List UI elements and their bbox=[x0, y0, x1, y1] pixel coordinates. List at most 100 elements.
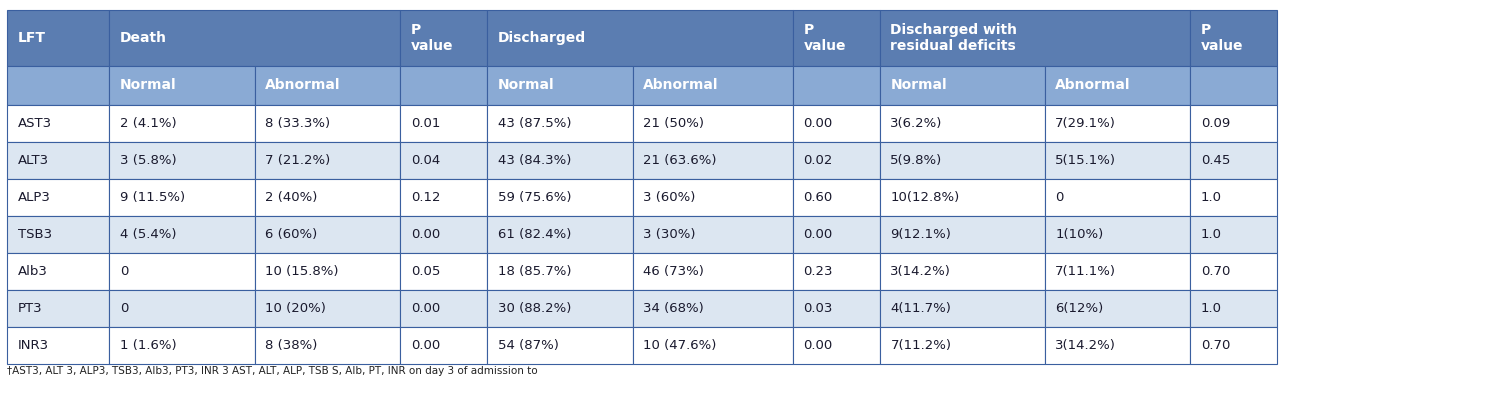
Bar bbox=[633, 327, 793, 364]
Bar bbox=[7, 179, 109, 216]
Text: INR3: INR3 bbox=[18, 339, 49, 352]
Text: 3(14.2%): 3(14.2%) bbox=[1055, 339, 1117, 352]
Text: 0.01: 0.01 bbox=[411, 117, 441, 130]
Text: 43 (87.5%): 43 (87.5%) bbox=[498, 117, 571, 130]
Text: 1.0: 1.0 bbox=[1201, 302, 1222, 315]
Text: 5(15.1%): 5(15.1%) bbox=[1055, 154, 1117, 167]
Text: 0.03: 0.03 bbox=[803, 302, 833, 315]
Bar bbox=[1190, 66, 1277, 105]
Text: P
value: P value bbox=[1201, 23, 1243, 53]
Bar bbox=[255, 216, 400, 253]
Bar bbox=[633, 105, 793, 142]
Bar bbox=[1045, 216, 1190, 253]
Bar bbox=[1045, 142, 1190, 179]
Text: 0.05: 0.05 bbox=[411, 265, 441, 278]
Bar bbox=[1190, 10, 1277, 66]
Text: 1.0: 1.0 bbox=[1201, 191, 1222, 204]
Bar bbox=[400, 253, 487, 290]
Bar bbox=[1190, 253, 1277, 290]
Bar bbox=[400, 179, 487, 216]
Bar bbox=[400, 105, 487, 142]
Text: †AST3, ALT 3, ALP3, TSB3, Alb3, PT3, INR 3 AST, ALT, ALP, TSB S, Alb, PT, INR on: †AST3, ALT 3, ALP3, TSB3, Alb3, PT3, INR… bbox=[7, 366, 538, 376]
Bar bbox=[109, 66, 255, 105]
Text: 0.70: 0.70 bbox=[1201, 265, 1231, 278]
Bar bbox=[793, 142, 880, 179]
Text: 10 (20%): 10 (20%) bbox=[265, 302, 327, 315]
Text: 10 (15.8%): 10 (15.8%) bbox=[265, 265, 339, 278]
Bar bbox=[1045, 66, 1190, 105]
Text: Abnormal: Abnormal bbox=[1055, 78, 1130, 93]
Text: 0.60: 0.60 bbox=[803, 191, 833, 204]
Text: LFT: LFT bbox=[18, 31, 46, 45]
Text: 0: 0 bbox=[120, 265, 129, 278]
Bar bbox=[7, 66, 109, 105]
Text: 59 (75.6%): 59 (75.6%) bbox=[498, 191, 571, 204]
Text: 2 (40%): 2 (40%) bbox=[265, 191, 318, 204]
Text: 21 (50%): 21 (50%) bbox=[643, 117, 705, 130]
Text: 1(10%): 1(10%) bbox=[1055, 228, 1103, 241]
Bar bbox=[1190, 327, 1277, 364]
Text: Normal: Normal bbox=[890, 78, 947, 93]
Text: 46 (73%): 46 (73%) bbox=[643, 265, 705, 278]
Bar bbox=[487, 216, 633, 253]
Bar bbox=[1190, 216, 1277, 253]
Bar bbox=[793, 179, 880, 216]
Bar bbox=[255, 179, 400, 216]
Text: 10 (47.6%): 10 (47.6%) bbox=[643, 339, 717, 352]
Bar bbox=[880, 66, 1045, 105]
Text: 0.09: 0.09 bbox=[1201, 117, 1231, 130]
Text: 0.00: 0.00 bbox=[803, 228, 833, 241]
Bar bbox=[633, 66, 793, 105]
Text: 7 (21.2%): 7 (21.2%) bbox=[265, 154, 331, 167]
Text: 7(29.1%): 7(29.1%) bbox=[1055, 117, 1117, 130]
Bar bbox=[109, 179, 255, 216]
Text: Normal: Normal bbox=[498, 78, 555, 93]
Bar bbox=[1045, 253, 1190, 290]
Text: 0.45: 0.45 bbox=[1201, 154, 1231, 167]
Bar bbox=[880, 290, 1045, 327]
Bar bbox=[793, 66, 880, 105]
Text: 0: 0 bbox=[1055, 191, 1064, 204]
Text: 10(12.8%): 10(12.8%) bbox=[890, 191, 959, 204]
Bar bbox=[880, 216, 1045, 253]
Bar bbox=[1045, 290, 1190, 327]
Bar bbox=[7, 105, 109, 142]
Text: 0: 0 bbox=[120, 302, 129, 315]
Text: P
value: P value bbox=[803, 23, 845, 53]
Bar bbox=[487, 327, 633, 364]
Text: 0.00: 0.00 bbox=[411, 302, 441, 315]
Bar bbox=[1190, 179, 1277, 216]
Bar bbox=[487, 66, 633, 105]
Text: 54 (87%): 54 (87%) bbox=[498, 339, 559, 352]
Text: 9(12.1%): 9(12.1%) bbox=[890, 228, 952, 241]
Text: 30 (88.2%): 30 (88.2%) bbox=[498, 302, 571, 315]
Text: Alb3: Alb3 bbox=[18, 265, 48, 278]
Bar bbox=[109, 142, 255, 179]
Text: 3(14.2%): 3(14.2%) bbox=[890, 265, 952, 278]
Bar bbox=[633, 216, 793, 253]
Text: 3(6.2%): 3(6.2%) bbox=[890, 117, 943, 130]
Text: 0.00: 0.00 bbox=[803, 339, 833, 352]
Text: 8 (33.3%): 8 (33.3%) bbox=[265, 117, 330, 130]
Text: 61 (82.4%): 61 (82.4%) bbox=[498, 228, 571, 241]
Bar bbox=[880, 142, 1045, 179]
Text: PT3: PT3 bbox=[18, 302, 42, 315]
Bar bbox=[109, 10, 400, 66]
Bar bbox=[1045, 327, 1190, 364]
Bar bbox=[1045, 179, 1190, 216]
Text: 1.0: 1.0 bbox=[1201, 228, 1222, 241]
Text: ALT3: ALT3 bbox=[18, 154, 49, 167]
Bar bbox=[7, 10, 109, 66]
Text: Death: Death bbox=[120, 31, 166, 45]
Bar bbox=[793, 216, 880, 253]
Text: 0.00: 0.00 bbox=[411, 228, 441, 241]
Bar bbox=[1045, 105, 1190, 142]
Text: 7(11.1%): 7(11.1%) bbox=[1055, 265, 1117, 278]
Text: 0.04: 0.04 bbox=[411, 154, 441, 167]
Bar bbox=[255, 253, 400, 290]
Text: 0.00: 0.00 bbox=[803, 117, 833, 130]
Bar bbox=[7, 142, 109, 179]
Text: AST3: AST3 bbox=[18, 117, 52, 130]
Bar bbox=[255, 290, 400, 327]
Bar bbox=[633, 179, 793, 216]
